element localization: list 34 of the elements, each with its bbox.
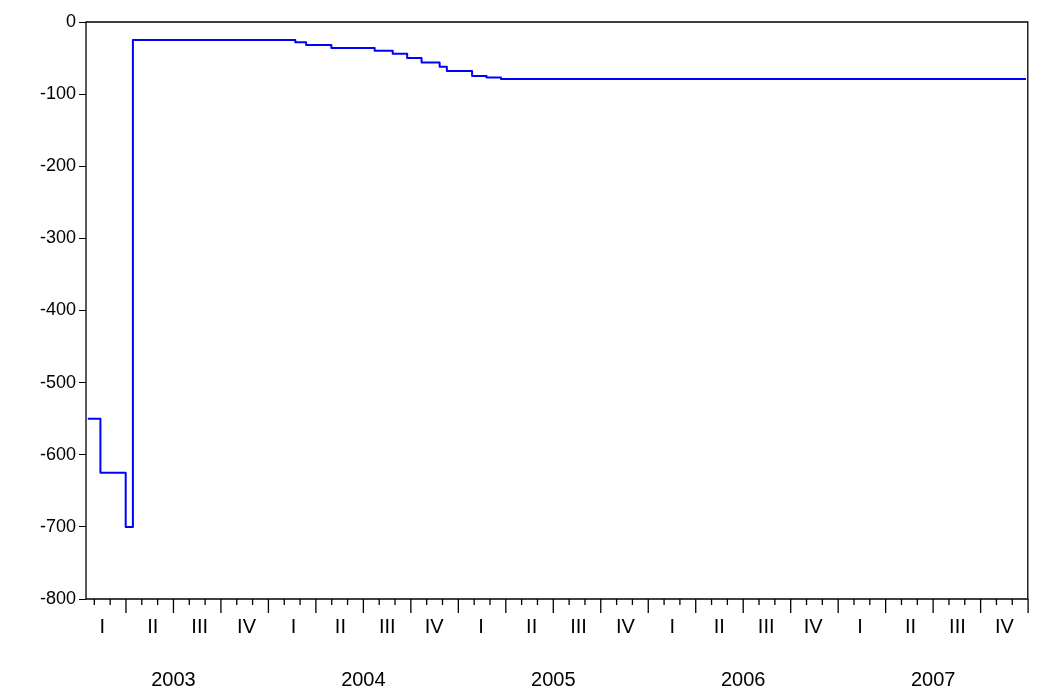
y-tick-label: -400: [39, 299, 76, 320]
x-tick-label: III: [378, 614, 396, 637]
text: 2003: [151, 667, 196, 690]
text: 2004: [341, 667, 386, 690]
y-tick-label: -700: [39, 515, 76, 536]
x-tick-label: II: [526, 614, 538, 637]
x-tick-label: II: [334, 614, 346, 637]
text: 2006: [720, 667, 766, 690]
y-tick-label: -600: [39, 443, 76, 464]
y-tick-label: -200: [39, 155, 76, 176]
x-tick-label: I: [478, 614, 484, 637]
x-tick-label: I: [99, 614, 106, 637]
x-tick-label: IV: [616, 614, 636, 637]
x-tick-label: II: [713, 614, 725, 637]
x-tick-label: IV: [237, 614, 257, 637]
y-tick-label: -300: [39, 227, 76, 248]
x-tick-label: III: [570, 614, 587, 637]
x-tick-label: II: [147, 614, 159, 637]
x-tick-label: IV: [803, 614, 824, 637]
x-tick-label: IV: [424, 614, 445, 637]
text: 2007: [910, 667, 956, 690]
y-tick-label: -500: [39, 371, 76, 392]
x-tick-label: III: [191, 614, 208, 637]
x-tick-label: IV: [994, 614, 1015, 637]
x-tick-label: III: [757, 614, 775, 637]
x-tick-label: I: [669, 614, 676, 637]
x-tick-label: III: [949, 614, 966, 637]
x-tick-label: I: [290, 614, 297, 637]
y-tick-label: -100: [39, 83, 76, 104]
text: 2005: [531, 667, 576, 690]
y-tick-label: 0: [65, 10, 76, 31]
y-tick-label: -800: [39, 587, 76, 608]
x-tick-label: II: [904, 614, 917, 637]
x-tick-label: I: [857, 614, 863, 637]
